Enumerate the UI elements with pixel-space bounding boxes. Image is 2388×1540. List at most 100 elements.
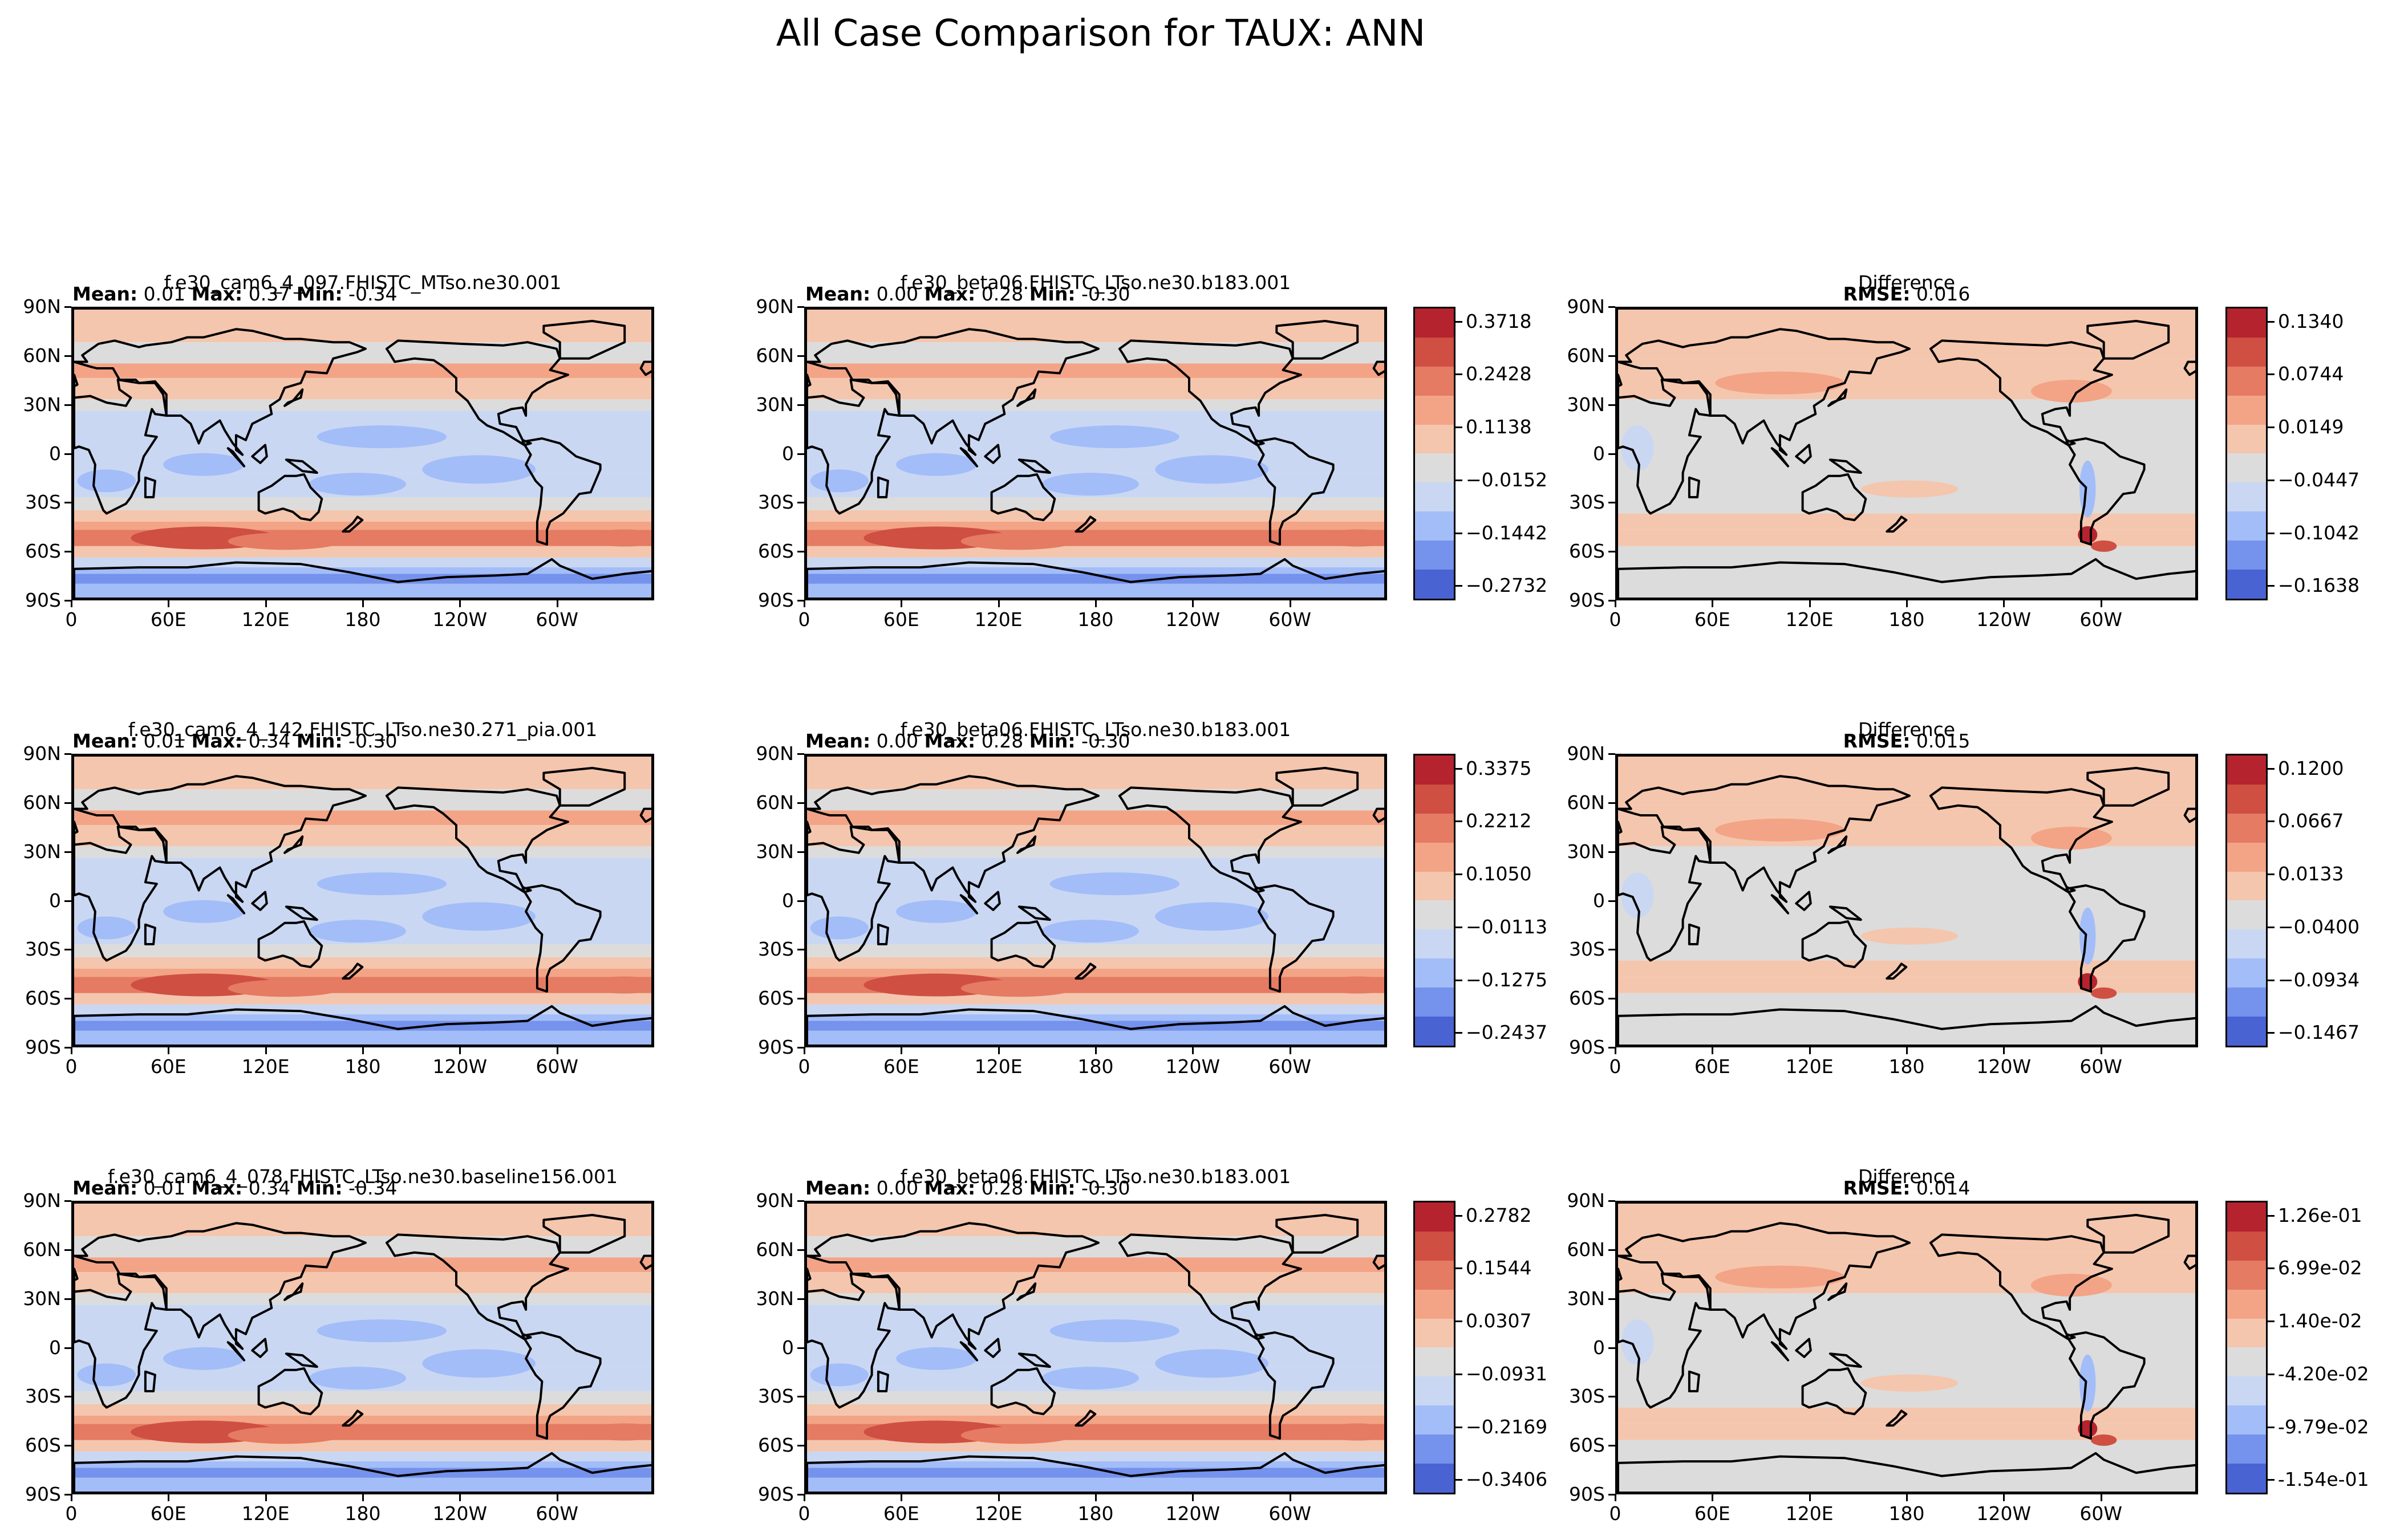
diff-map-1: [1615, 307, 2198, 600]
colorbar-tick: [1455, 1426, 1462, 1428]
field-band: [807, 789, 1384, 811]
difference-blob: [1621, 1319, 1654, 1366]
colorbar-tick-label: -9.79e-02: [2278, 1415, 2369, 1438]
y-tick: [64, 1396, 71, 1398]
coastline: [1929, 339, 2113, 446]
colorbar-tick-label: −0.0113: [1466, 915, 1548, 938]
x-tick-label: 180: [1888, 1055, 1925, 1078]
field-band: [1618, 415, 2195, 514]
colorbar-segment: [2227, 813, 2266, 843]
colorbar-tick: [1455, 373, 1462, 376]
x-tick-label: 120W: [1976, 1502, 2032, 1525]
coastline: [74, 1267, 168, 1409]
coastline: [385, 1233, 569, 1340]
y-tick-label: 30S: [758, 938, 794, 961]
coastline: [257, 473, 323, 522]
easterly-blob: [1049, 425, 1179, 449]
y-tick-label: 60S: [758, 540, 794, 563]
y-tick: [64, 998, 71, 1000]
coastline: [1770, 447, 1790, 468]
coastline: [1372, 360, 1384, 376]
coastline: [251, 1338, 268, 1358]
coastline: [283, 388, 304, 407]
coastline: [1275, 320, 1359, 360]
colorbar-tick: [1455, 873, 1462, 876]
x-tick: [2003, 600, 2005, 607]
coastline: [251, 891, 268, 911]
colorbar-segment: [1415, 929, 1454, 959]
x-tick-label: 180: [344, 1502, 381, 1525]
y-tick: [64, 753, 71, 755]
coastline: [1886, 962, 1908, 980]
coastline: [984, 1338, 1001, 1358]
y-tick: [1608, 600, 1615, 602]
coastline: [1929, 786, 2113, 893]
colorbar-tick: [2268, 1032, 2275, 1034]
coastline: [1828, 1352, 1862, 1368]
x-tick-label: 120W: [1165, 1502, 1221, 1525]
colorbar-tick-label: 0.1544: [1466, 1257, 1532, 1279]
field-band: [74, 1451, 651, 1462]
test-panel-2-stats: Mean: 0.01 Max: 0.34 Min: -0.30: [72, 730, 398, 752]
coastline: [1016, 835, 1037, 854]
field-band: [1618, 757, 2195, 806]
coastline: [251, 444, 268, 464]
y-tick: [797, 306, 804, 308]
y-tick: [1608, 1347, 1615, 1349]
easterly-blob: [1049, 1319, 1179, 1343]
field-band: [74, 1415, 651, 1424]
coastline: [639, 360, 651, 376]
y-tick-label: 30S: [25, 938, 61, 961]
coastline: [1795, 891, 1812, 911]
field-band: [807, 1305, 1384, 1321]
x-tick: [1192, 1047, 1194, 1054]
x-tick: [1712, 1047, 1714, 1054]
y-tick-label: 30S: [25, 1385, 61, 1408]
colorbar-tick-label: 0.2212: [1466, 810, 1532, 832]
difference-blob: [1715, 371, 1845, 395]
colorbar-segment: [2227, 1464, 2266, 1493]
difference-blob: [2090, 987, 2117, 999]
coastline: [1828, 905, 1862, 921]
easterly-blob: [896, 453, 978, 476]
y-tick: [797, 1494, 804, 1496]
y-tick: [64, 1298, 71, 1300]
y-tick-label: 90S: [758, 1483, 794, 1505]
x-tick: [168, 1494, 170, 1501]
colorbar-segment: [2227, 1202, 2266, 1232]
field-band: [74, 567, 651, 598]
control-panel-2-title: f.e30_beta06.FHISTC_LTso.ne30.b183.001: [900, 718, 1291, 741]
difference-blob: [2090, 1434, 2117, 1446]
westerly-core: [228, 1427, 342, 1444]
easterly-blob: [309, 920, 406, 943]
y-tick-label: 30N: [1567, 393, 1605, 416]
colorbar-tick-label: 0.1200: [2278, 757, 2344, 779]
colorbar-tick: [2268, 767, 2275, 770]
colorbar-segment: [1415, 570, 1454, 599]
difference-blob: [2078, 526, 2098, 543]
coastline: [1016, 1282, 1037, 1301]
field-band: [74, 557, 651, 568]
field-band: [807, 1440, 1384, 1452]
colorbar-tick: [2268, 1373, 2275, 1375]
y-tick: [1608, 551, 1615, 553]
y-tick: [1608, 802, 1615, 804]
x-tick-label: 120E: [1785, 1502, 1834, 1525]
x-tick-label: 120W: [432, 608, 488, 631]
y-tick: [797, 502, 804, 504]
coastline: [1275, 1214, 1359, 1254]
colorbar-segment: [2227, 755, 2266, 785]
field-band: [74, 1236, 651, 1258]
y-tick: [797, 900, 804, 902]
x-tick-label: 120E: [1785, 608, 1834, 631]
colorbar-segment: [2227, 1435, 2266, 1464]
colorbar-segment: [1415, 900, 1454, 930]
field-band: [807, 846, 1384, 858]
y-tick: [1608, 1298, 1615, 1300]
colorbar-tick-label: −0.0931: [1466, 1362, 1548, 1385]
y-tick: [64, 949, 71, 951]
coastline: [1016, 388, 1037, 407]
y-tick: [1608, 851, 1615, 853]
y-tick-label: 90N: [1567, 1189, 1605, 1212]
field-band: [74, 858, 651, 874]
